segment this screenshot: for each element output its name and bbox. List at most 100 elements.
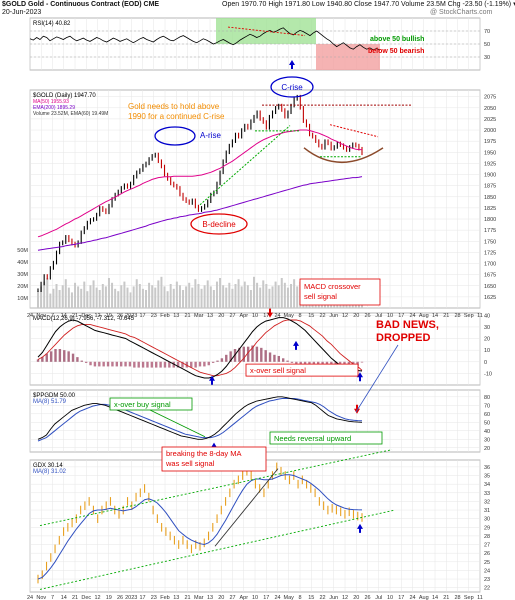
macd-histogram-bar bbox=[155, 361, 158, 368]
volume-bar bbox=[178, 285, 181, 308]
volume-bar bbox=[95, 287, 98, 308]
y-tick-label: 28 bbox=[484, 534, 490, 540]
volume-bar bbox=[191, 287, 194, 308]
y-tick-label: 27 bbox=[484, 543, 490, 549]
volume-bar bbox=[231, 288, 234, 308]
volume-bar bbox=[166, 291, 169, 308]
y-tick-label: 33 bbox=[484, 491, 490, 497]
chart-header: $GOLD Gold - Continuous Contract (EOD) C… bbox=[0, 0, 515, 17]
macd-blue-arrow-icon bbox=[293, 340, 299, 350]
macd-histogram-bar bbox=[146, 361, 149, 368]
macd-histogram-bar bbox=[63, 350, 66, 362]
x-tick-label: May bbox=[284, 313, 295, 319]
volume-bar bbox=[256, 282, 259, 308]
macd-callout-line1: MACD crossover bbox=[304, 282, 361, 291]
macd-histogram-bar bbox=[225, 354, 228, 362]
ema200-line bbox=[37, 176, 363, 251]
y-tick-label: -10 bbox=[484, 371, 492, 377]
volume-bar bbox=[154, 287, 157, 308]
x-tick-label: 7 bbox=[51, 595, 54, 600]
x-tick-label: Mar bbox=[194, 313, 204, 319]
gdx-ma-line bbox=[37, 474, 363, 580]
volume-bar bbox=[262, 280, 265, 308]
x-tick-label: 22 bbox=[319, 313, 325, 319]
macd-histogram-bar bbox=[185, 361, 189, 368]
y-tick-label: 30 bbox=[484, 325, 490, 331]
macd-histogram-bar bbox=[133, 361, 136, 368]
y-tick-label: 29 bbox=[484, 525, 490, 531]
x-tick-label: Feb bbox=[160, 595, 169, 600]
macd-red-arrow-icon bbox=[267, 308, 273, 318]
x-tick-label: 20 bbox=[218, 313, 224, 319]
watermark: @ StockCharts.com bbox=[430, 9, 493, 16]
y-tick-label: 35 bbox=[484, 474, 490, 480]
c-rise-label: C-rise bbox=[281, 83, 303, 92]
x-tick-label: 27 bbox=[229, 313, 235, 319]
x-tick-label: 17 bbox=[139, 313, 145, 319]
rsi-legend: RSI(14) 40.82 bbox=[33, 21, 71, 27]
downtrend-line bbox=[329, 124, 379, 138]
x-tick-label: 7 bbox=[51, 313, 54, 319]
xover-sell-label: x-over sell signal bbox=[250, 366, 306, 375]
x-tick-label: Jun bbox=[329, 313, 338, 319]
macd-histogram-bar bbox=[80, 360, 83, 362]
y-tick-label: 70 bbox=[484, 403, 490, 409]
x-tick-label: 17 bbox=[263, 595, 269, 600]
macd-histogram-bar bbox=[106, 361, 110, 367]
volume-bar bbox=[268, 288, 271, 308]
x-tick-label: 14 bbox=[61, 313, 67, 319]
volume-bar bbox=[83, 281, 86, 308]
x-tick-label: 12 bbox=[94, 595, 100, 600]
volume-bar bbox=[277, 285, 280, 308]
macd-line bbox=[37, 317, 363, 379]
macd-histogram-bar bbox=[159, 361, 162, 368]
y-tick-label: 50 bbox=[484, 42, 490, 48]
y-tick-label: 2075 bbox=[484, 95, 496, 101]
xover-buy-pointer bbox=[149, 409, 206, 438]
macd-histogram-bar bbox=[203, 361, 206, 367]
macd-histogram-bar bbox=[220, 358, 224, 362]
macd-histogram-bar bbox=[286, 360, 289, 362]
volume-bar bbox=[104, 286, 107, 308]
x-tick-label: 10 bbox=[252, 595, 258, 600]
volume-tick-label: 30M bbox=[17, 272, 28, 278]
ppo-red-arrow-icon bbox=[354, 404, 360, 414]
volume-bar bbox=[43, 281, 46, 308]
macd-histogram-bar bbox=[168, 361, 171, 368]
gdx-upper-channel bbox=[39, 449, 393, 527]
x-tick-label: 24 bbox=[27, 595, 33, 600]
volume-bar bbox=[157, 280, 160, 308]
volume-bar bbox=[132, 286, 135, 308]
x-tick-label: 10 bbox=[387, 595, 393, 600]
y-tick-label: 2050 bbox=[484, 106, 496, 112]
macd-histogram-bar bbox=[71, 353, 75, 362]
macd-histogram-bar bbox=[277, 355, 281, 362]
rsi-divergence-line bbox=[227, 26, 306, 36]
x-tick-label: 14 bbox=[432, 313, 438, 319]
macd-histogram-bar bbox=[216, 360, 219, 362]
volume-bar bbox=[107, 278, 110, 308]
x-tick-label: 10 bbox=[252, 313, 258, 319]
macd-histogram-bar bbox=[290, 361, 294, 363]
price-legend-2: EMA(200) 1895.29 bbox=[33, 105, 75, 111]
rsi-bullish-label: above 50 bullish bbox=[370, 36, 424, 43]
y-tick-label: 1950 bbox=[484, 150, 496, 156]
volume-bar bbox=[293, 279, 296, 308]
volume-bar bbox=[203, 285, 206, 308]
macd-histogram-bar bbox=[141, 361, 145, 368]
x-tick-label: 10 bbox=[387, 313, 393, 319]
x-tick-label: 2023 bbox=[125, 313, 137, 319]
y-tick-label: 1825 bbox=[484, 206, 496, 212]
x-tick-label: Mar bbox=[194, 595, 204, 600]
volume-bar bbox=[135, 279, 138, 308]
macd-signal-line bbox=[37, 319, 363, 377]
volume-bar bbox=[64, 279, 67, 308]
volume-bar bbox=[219, 278, 222, 308]
x-tick-label: 17 bbox=[263, 313, 269, 319]
y-tick-label: 1975 bbox=[484, 139, 496, 145]
reversal-label: Needs reversal upward bbox=[274, 434, 351, 443]
y-tick-label: 1775 bbox=[484, 228, 496, 234]
macd-histogram-bar bbox=[273, 354, 276, 362]
macd-histogram-bar bbox=[137, 361, 140, 368]
b-decline-ellipse bbox=[190, 213, 248, 235]
